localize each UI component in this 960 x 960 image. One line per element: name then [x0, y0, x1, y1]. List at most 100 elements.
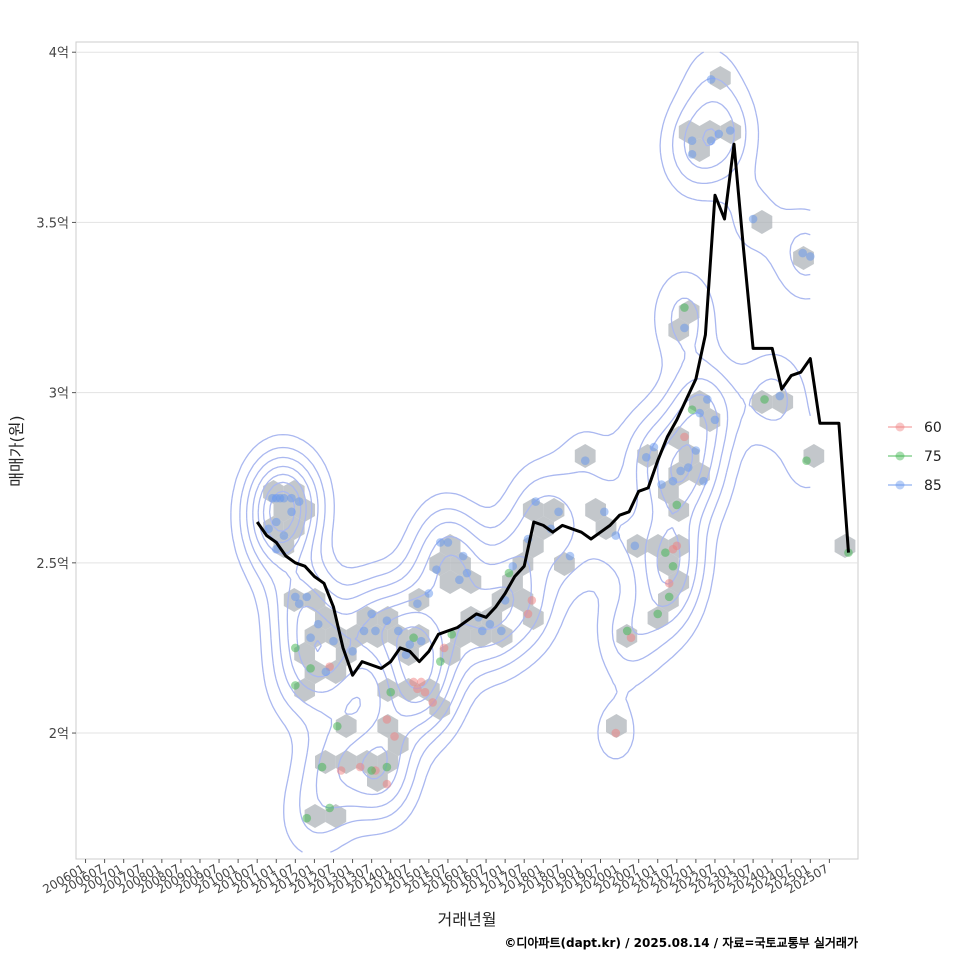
data-point-85	[313, 619, 323, 629]
y-tick-label: 2.5억	[36, 557, 69, 572]
data-point-85	[329, 636, 338, 646]
data-point-85	[703, 395, 712, 404]
data-point-85	[462, 568, 472, 578]
hexbin-cell	[273, 498, 295, 522]
data-point-75	[687, 405, 697, 414]
data-point-85	[294, 497, 304, 506]
data-point-85	[413, 599, 422, 608]
data-point-60	[428, 698, 437, 707]
data-point-85	[294, 599, 304, 608]
data-point-85	[271, 517, 281, 527]
hexbin-cell	[793, 246, 814, 270]
hexbin-cell	[574, 444, 596, 468]
data-point-85	[676, 466, 685, 476]
data-point-85	[508, 561, 518, 571]
data-point-75	[409, 633, 418, 643]
data-point-85	[714, 129, 724, 139]
data-point-85	[657, 480, 666, 489]
hexbin-cell	[439, 570, 461, 594]
data-point-60	[336, 766, 346, 775]
data-point-60	[680, 432, 689, 442]
y-axis-title: 매매가(원)	[7, 415, 26, 486]
plot-panel	[75, 41, 859, 860]
data-point-85	[321, 667, 331, 677]
y-axis-ticks: 2억 2.5억 3억 3.5억 4억	[36, 46, 76, 742]
hexbin-cell	[304, 624, 326, 648]
data-point-85	[806, 252, 815, 261]
hexbin-cell	[751, 210, 773, 234]
legend-label-75: 75	[924, 449, 942, 465]
data-point-60	[382, 779, 392, 789]
data-point-85	[264, 524, 273, 534]
source-caption: ©디아파트(dapt.kr) / 2025.08.14 / 자료=국토교통부 실…	[504, 935, 858, 950]
hexbin-cell	[491, 624, 513, 648]
data-point-85	[435, 538, 445, 547]
data-point-85	[649, 442, 659, 452]
data-point-75	[291, 643, 300, 653]
hexbin-cell	[668, 426, 690, 450]
data-point-60	[420, 687, 430, 697]
hexbin-cell	[699, 408, 721, 432]
hexbin-cell	[377, 750, 399, 774]
data-point-85	[775, 391, 785, 401]
y-tick-label: 3.5억	[36, 216, 69, 231]
data-point-85	[680, 323, 689, 333]
hexbin-cell	[585, 498, 606, 522]
data-point-75	[447, 630, 457, 639]
data-point-75	[291, 681, 300, 690]
data-point-75	[435, 657, 445, 666]
data-point-85	[710, 415, 720, 425]
data-point-60	[355, 762, 365, 772]
hexbin-cell	[668, 570, 690, 594]
data-point-85	[371, 626, 380, 636]
data-point-85	[458, 551, 468, 561]
data-point-85	[748, 214, 758, 224]
data-point-85	[691, 446, 701, 455]
x-axis-title: 거래년월	[438, 910, 497, 929]
data-point-75	[382, 762, 392, 772]
data-point-85	[455, 575, 464, 585]
data-point-60	[527, 595, 537, 605]
data-point-75	[672, 500, 682, 510]
data-point-75	[661, 548, 670, 557]
data-point-85	[600, 507, 609, 517]
data-point-75	[622, 626, 632, 636]
data-point-85	[382, 616, 392, 626]
hexbin-cell	[606, 714, 627, 738]
data-point-85	[291, 592, 300, 602]
data-point-85	[359, 626, 369, 636]
data-point-85	[687, 150, 697, 159]
legend-key-point-75	[895, 451, 905, 461]
data-point-85	[405, 640, 415, 649]
data-point-85	[279, 531, 289, 540]
data-point-85	[306, 633, 315, 643]
y-tick-label: 4억	[49, 46, 69, 61]
data-point-85	[565, 551, 575, 561]
data-point-60	[382, 715, 392, 724]
data-point-85	[497, 626, 506, 636]
data-point-75	[386, 687, 396, 697]
data-point-60	[390, 732, 399, 741]
data-point-75	[317, 762, 327, 772]
data-point-60	[611, 728, 621, 738]
data-point-75	[504, 568, 514, 578]
density-contour-layer	[230, 51, 811, 853]
y-tick-label: 3억	[49, 387, 69, 402]
data-point-85	[725, 126, 735, 135]
data-point-85	[367, 609, 376, 619]
data-point-85	[699, 476, 708, 486]
legend-key-point-85	[895, 480, 905, 490]
data-point-75	[802, 456, 811, 466]
data-point-85	[443, 538, 453, 547]
density-contour	[245, 100, 735, 809]
data-point-75	[760, 395, 769, 404]
legend-key-point-60	[895, 422, 905, 432]
data-point-85	[279, 493, 289, 503]
data-point-75	[668, 561, 678, 571]
data-point-85	[348, 647, 357, 656]
data-point-85	[641, 453, 651, 462]
data-point-85	[302, 592, 312, 602]
legend: 60 75 85	[888, 420, 942, 494]
hexbin-cell	[512, 588, 534, 612]
